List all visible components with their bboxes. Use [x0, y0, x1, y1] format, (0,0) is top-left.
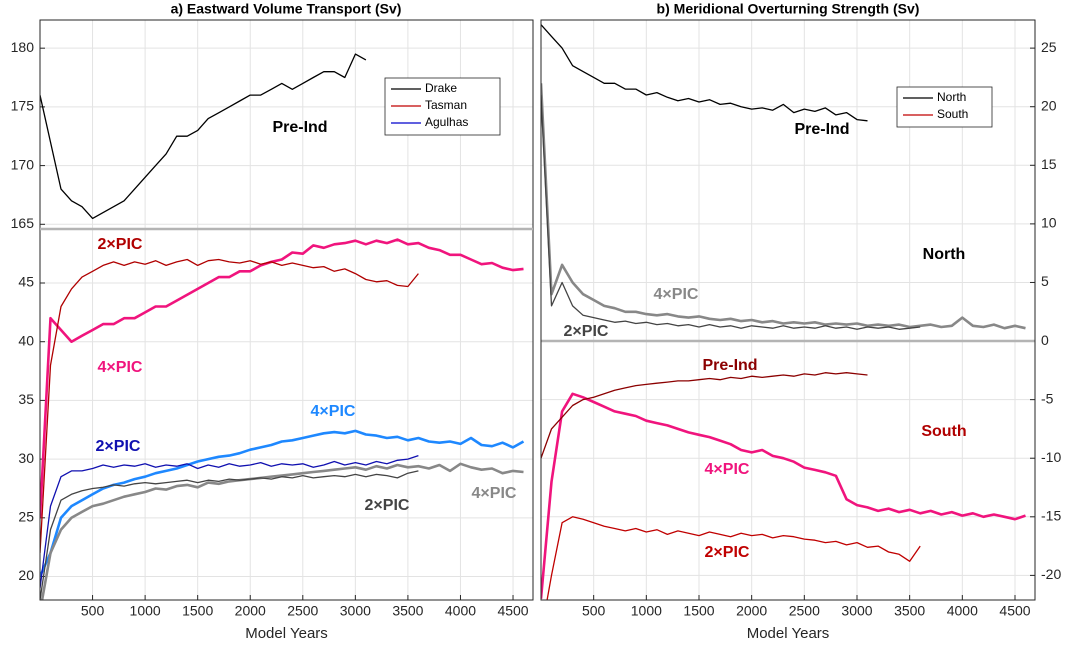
x-axis-label: Model Years — [747, 625, 830, 642]
panel-frame — [39, 19, 534, 601]
y-tick-label: 175 — [11, 98, 35, 114]
y-tick-label: -20 — [1041, 566, 1061, 582]
y-tick-label: 15 — [1041, 156, 1057, 172]
y-tick-label: 45 — [18, 274, 34, 290]
annotation: North — [923, 246, 966, 263]
x-tick-label: 1000 — [631, 603, 662, 619]
y-tick-label: -10 — [1041, 449, 1061, 465]
x-tick-label: 4500 — [999, 603, 1030, 619]
legend-label: Drake — [425, 81, 457, 95]
annotation: South — [921, 423, 966, 440]
annotation: Pre-Ind — [794, 121, 849, 138]
annotation: 2×PIC — [98, 236, 143, 253]
panel-frame — [540, 19, 1036, 601]
legend-label: Tasman — [425, 98, 467, 112]
data-line — [40, 454, 419, 589]
annotation: 4×PIC — [472, 485, 517, 502]
annotation: Pre-Ind — [702, 357, 757, 374]
y-tick-label: 5 — [1041, 273, 1049, 289]
plot-area — [40, 53, 367, 220]
panel-title: b) Meridional Overturning Strength (Sv) — [657, 1, 920, 17]
y-tick-label: 0 — [1041, 332, 1049, 348]
y-tick-label: -5 — [1041, 390, 1054, 406]
y-tick-label: 25 — [1041, 39, 1057, 55]
x-tick-label: 2500 — [789, 603, 820, 619]
y-tick-label: 20 — [18, 567, 34, 583]
y-tick-label: 25 — [18, 509, 34, 525]
annotation: 2×PIC — [705, 544, 750, 561]
x-tick-label: 4000 — [947, 603, 978, 619]
legend-label: South — [937, 107, 968, 121]
annotation: 2×PIC — [564, 323, 609, 340]
x-tick-label: 4500 — [497, 603, 528, 619]
data-line — [546, 516, 921, 600]
y-tick-label: 40 — [18, 332, 34, 348]
data-line — [40, 429, 525, 578]
y-tick-label: 30 — [18, 450, 34, 466]
x-tick-label: 1500 — [182, 603, 213, 619]
data-line — [40, 462, 524, 600]
x-tick-label: 4000 — [445, 603, 476, 619]
legend-label: Agulhas — [425, 115, 468, 129]
data-line — [40, 238, 524, 518]
x-tick-label: 3000 — [340, 603, 371, 619]
annotation: 2×PIC — [96, 438, 141, 455]
legend-label: North — [937, 90, 966, 104]
y-tick-label: 35 — [18, 391, 34, 407]
y-tick-label: 170 — [11, 156, 35, 172]
annotation: 4×PIC — [311, 403, 356, 420]
y-tick-label: 10 — [1041, 215, 1057, 231]
data-line — [541, 83, 1026, 330]
x-tick-label: 2000 — [736, 603, 767, 619]
panel-title: a) Eastward Volume Transport (Sv) — [171, 1, 402, 17]
data-line — [541, 372, 868, 459]
x-tick-label: 1000 — [130, 603, 161, 619]
annotation: 4×PIC — [98, 359, 143, 376]
y-tick-label: 20 — [1041, 97, 1057, 113]
x-tick-label: 3500 — [392, 603, 423, 619]
annotation: 4×PIC — [654, 286, 699, 303]
plot-area — [541, 24, 1026, 600]
data-line — [40, 258, 419, 554]
x-tick-label: 500 — [81, 603, 105, 619]
plot-area — [40, 238, 525, 600]
data-line — [541, 392, 1026, 599]
x-tick-label: 2500 — [287, 603, 318, 619]
legend-box — [896, 86, 993, 128]
data-line — [40, 470, 419, 600]
y-tick-label: 180 — [11, 39, 35, 55]
x-tick-label: 2000 — [235, 603, 266, 619]
data-line — [541, 94, 921, 330]
annotation: Pre-Ind — [272, 119, 327, 136]
y-tick-label: 165 — [11, 215, 35, 231]
data-line — [40, 53, 367, 220]
x-tick-label: 1500 — [683, 603, 714, 619]
x-axis-label: Model Years — [245, 625, 328, 642]
x-tick-label: 3500 — [894, 603, 925, 619]
y-tick-label: -15 — [1041, 508, 1061, 524]
annotation: 2×PIC — [365, 497, 410, 514]
x-tick-label: 3000 — [841, 603, 872, 619]
annotation: 4×PIC — [705, 461, 750, 478]
x-tick-label: 500 — [582, 603, 606, 619]
data-line — [541, 24, 868, 122]
